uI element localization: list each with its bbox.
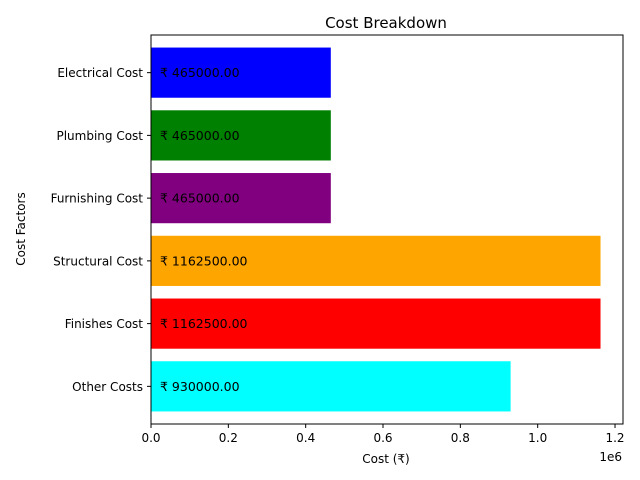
- y-axis-ticks: Other Costs Finishes Cost Structural Cost F…: [51, 66, 151, 394]
- plot-frame: [150, 34, 624, 425]
- x-tick-label: 0.4: [296, 431, 315, 445]
- y-tick-label: Structural Cost: [53, 254, 143, 268]
- x-tick-label: 0.6: [373, 431, 392, 445]
- bars-group: [151, 47, 601, 412]
- bar-structural-cost: [151, 235, 601, 286]
- x-tick-label: 0.0: [141, 431, 160, 445]
- y-tick-label: Other Costs: [72, 380, 143, 394]
- x-tick-label: 0.8: [451, 431, 470, 445]
- x-tick-label: 0.2: [219, 431, 238, 445]
- y-tick-label: Plumbing Cost: [56, 129, 143, 143]
- y-tick-label: Furnishing Cost: [51, 192, 144, 206]
- y-tick-label: Finishes Cost: [65, 317, 144, 331]
- chart-title: Cost Breakdown: [325, 14, 447, 32]
- bar-furnishing-cost: [151, 173, 331, 224]
- x-axis-label: Cost (₹): [362, 452, 410, 466]
- data-label: ₹ 465000.00: [160, 65, 240, 80]
- bar-other-costs: [151, 361, 511, 412]
- y-tick-label: Electrical Cost: [57, 66, 143, 80]
- x-axis-ticks: 0.0 0.2 0.4 0.6 0.8 1.0 1.2: [141, 424, 625, 445]
- data-label: ₹ 1162500.00: [160, 316, 248, 331]
- bar-plumbing-cost: [151, 110, 331, 161]
- y-axis-label: Cost Factors: [14, 192, 28, 265]
- x-offset-label: 1e6: [599, 450, 622, 464]
- x-tick-label: 1.2: [605, 431, 624, 445]
- bar-electrical-cost: [151, 47, 331, 98]
- bar-finishes-cost: [151, 298, 601, 349]
- data-label: ₹ 465000.00: [160, 191, 240, 206]
- data-label: ₹ 930000.00: [160, 379, 240, 394]
- data-labels-group: ₹ 930000.00 ₹ 1162500.00 ₹ 1162500.00 ₹ 465…: [160, 65, 248, 394]
- data-label: ₹ 1162500.00: [160, 253, 248, 268]
- x-tick-label: 1.0: [528, 431, 547, 445]
- data-label: ₹ 465000.00: [160, 128, 240, 143]
